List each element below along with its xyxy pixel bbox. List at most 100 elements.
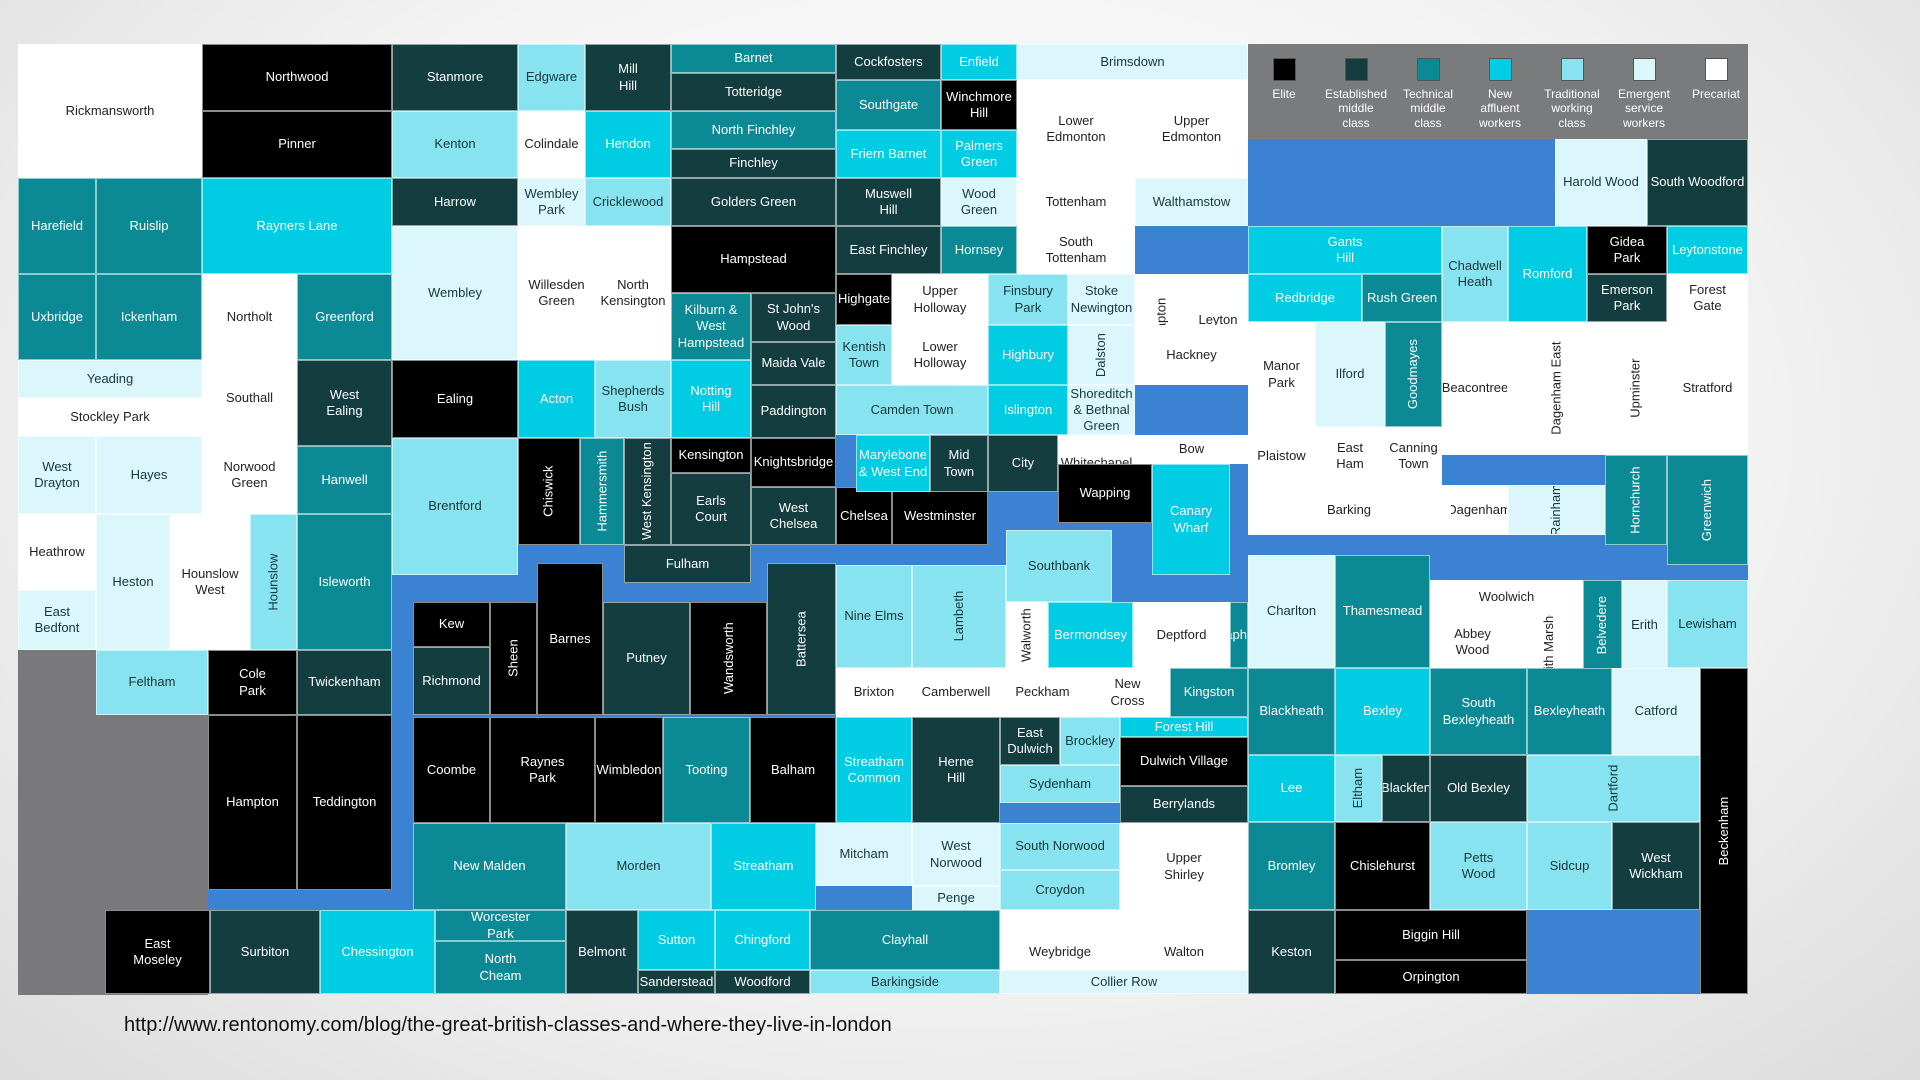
area-south-norwood[interactable]: South Norwood — [1000, 823, 1120, 870]
area-friern-barnet[interactable]: Friern Barnet — [836, 130, 941, 178]
area-norwood-green[interactable]: Norwood Green — [202, 436, 297, 514]
area-highgate[interactable]: Highgate — [836, 274, 892, 325]
area-sheen[interactable]: Sheen — [490, 602, 537, 715]
area-hampton[interactable]: Hampton — [208, 715, 297, 890]
area-heathrow[interactable]: Heathrow — [18, 514, 96, 590]
area-rickmansworth[interactable]: Rickmansworth — [18, 44, 202, 178]
area-southbank[interactable]: Southbank — [1006, 530, 1112, 602]
area-marylebone-west-end[interactable]: Marylebone & West End — [856, 435, 930, 492]
area-east-dulwich[interactable]: East Dulwich — [1000, 717, 1060, 765]
area-goodmayes[interactable]: Goodmayes — [1385, 322, 1442, 427]
area-east-moseley[interactable]: East Moseley — [105, 910, 210, 994]
area-blackheath[interactable]: Blackheath — [1248, 668, 1335, 755]
area-hounslow-west[interactable]: Hounslow West — [170, 514, 250, 650]
area-wood-green[interactable]: Wood Green — [941, 178, 1017, 226]
area-south-tottenham[interactable]: South Tottenham — [1017, 226, 1135, 274]
area-south-woodford[interactable]: South Woodford — [1647, 139, 1748, 226]
area-new-cross[interactable]: New Cross — [1085, 668, 1170, 717]
area-palmers-green[interactable]: Palmers Green — [941, 130, 1017, 178]
area-kensington[interactable]: Kensington — [671, 438, 751, 473]
area-notting-hill[interactable]: Notting Hill — [671, 360, 751, 438]
area-uxbridge[interactable]: Uxbridge — [18, 274, 96, 360]
area-rush-green[interactable]: Rush Green — [1362, 274, 1442, 322]
area-clayhall[interactable]: Clayhall — [810, 910, 1000, 970]
area-keston[interactable]: Keston — [1248, 910, 1335, 994]
area-hornsey[interactable]: Hornsey — [941, 226, 1017, 274]
area-lee[interactable]: Lee — [1248, 755, 1335, 822]
area-harold-wood[interactable]: Harold Wood — [1555, 139, 1647, 226]
area-leytonstone[interactable]: Leytonstone — [1667, 226, 1748, 274]
area-hampstead[interactable]: Hampstead — [671, 226, 836, 293]
area-lewisham[interactable]: Lewisham — [1667, 580, 1748, 668]
area-kew[interactable]: Kew — [413, 602, 490, 647]
area-battersea[interactable]: Battersea — [767, 563, 836, 715]
area-teddington[interactable]: Teddington — [297, 715, 392, 890]
area-barking[interactable]: Barking — [1248, 485, 1450, 535]
area-sutton[interactable]: Sutton — [638, 910, 715, 970]
area-west-norwood[interactable]: West Norwood — [912, 823, 1000, 886]
area-westminster[interactable]: Westminster — [892, 487, 988, 545]
area-upper-shirley[interactable]: Upper Shirley — [1120, 823, 1248, 910]
area-sanderstead[interactable]: Sanderstead — [638, 970, 715, 994]
area-ickenham[interactable]: Ickenham — [96, 274, 202, 360]
area-gidea-park[interactable]: Gidea Park — [1587, 226, 1667, 274]
area-tooting[interactable]: Tooting — [663, 717, 750, 823]
area-st-john-s-wood[interactable]: St John's Wood — [751, 293, 836, 342]
area-abbey-wood[interactable]: Abbey Wood — [1430, 614, 1515, 670]
area-hackney[interactable]: Hackney — [1135, 325, 1248, 385]
area-worcester-park[interactable]: Worcester Park — [435, 910, 566, 941]
area-thamesmead[interactable]: Thamesmead — [1335, 555, 1430, 668]
area-wembley[interactable]: Wembley — [392, 226, 518, 360]
area-streatham[interactable]: Streatham — [711, 823, 816, 910]
area-camberwell[interactable]: Camberwell — [912, 668, 1000, 717]
area-north-kensington[interactable]: North Kensington — [595, 226, 671, 360]
area-east-finchley[interactable]: East Finchley — [836, 226, 941, 274]
area-chessington[interactable]: Chessington — [320, 910, 435, 994]
area-kentish-town[interactable]: Kentish Town — [836, 325, 892, 385]
area-kenton[interactable]: Kenton — [392, 111, 518, 178]
area-finsbury-park[interactable]: Finsbury Park — [988, 274, 1068, 325]
area-fulham[interactable]: Fulham — [624, 545, 751, 583]
area-highbury[interactable]: Highbury — [988, 325, 1068, 385]
area-ilford[interactable]: Ilford — [1315, 322, 1385, 427]
area-croydon[interactable]: Croydon — [1000, 870, 1120, 910]
area-finchley[interactable]: Finchley — [671, 149, 836, 178]
area-cricklewood[interactable]: Cricklewood — [585, 178, 671, 226]
area-southall[interactable]: Southall — [202, 360, 297, 436]
area-brixton[interactable]: Brixton — [836, 668, 912, 717]
area-chadwell-heath[interactable]: Chadwell Heath — [1442, 226, 1508, 322]
area-orpington[interactable]: Orpington — [1335, 960, 1527, 994]
area-rayners-lane[interactable]: Rayners Lane — [202, 178, 392, 274]
area-charlton[interactable]: Charlton — [1248, 555, 1335, 668]
area-west-chelsea[interactable]: West Chelsea — [751, 487, 836, 545]
area-rainham[interactable]: Rainham — [1508, 485, 1605, 535]
area-berrylands[interactable]: Berrylands — [1120, 786, 1248, 823]
area-paddington[interactable]: Paddington — [751, 385, 836, 438]
area-northwood[interactable]: Northwood — [202, 44, 392, 111]
area-stoke-newington[interactable]: Stoke Newington — [1068, 274, 1135, 325]
area-dulwich-village[interactable]: Dulwich Village — [1120, 737, 1248, 786]
area-harrow[interactable]: Harrow — [392, 178, 518, 226]
area-northolt[interactable]: Northolt — [202, 274, 297, 360]
area-herne-hill[interactable]: Herne Hill — [912, 717, 1000, 823]
area-brimsdown[interactable]: Brimsdown — [1017, 44, 1248, 80]
area-beckenham[interactable]: Beckenham — [1700, 668, 1748, 994]
source-url[interactable]: http://www.rentonomy.com/blog/the-great-… — [124, 1014, 892, 1036]
area-stratford[interactable]: Stratford — [1667, 322, 1748, 455]
area-blackfen[interactable]: Blackfen — [1382, 755, 1430, 822]
area-eltham[interactable]: Eltham — [1335, 755, 1382, 822]
area-shoreditch-bethnal-green[interactable]: Shoreditch & Bethnal Green — [1068, 385, 1135, 435]
area-bexley[interactable]: Bexley — [1335, 668, 1430, 755]
area-mid-town[interactable]: Mid Town — [930, 435, 988, 492]
area-erith[interactable]: Erith — [1622, 580, 1667, 670]
area-golders-green[interactable]: Golders Green — [671, 178, 836, 226]
area-willesden-green[interactable]: Willesden Green — [518, 226, 595, 360]
area-twickenham[interactable]: Twickenham — [297, 650, 392, 715]
area-sydenham[interactable]: Sydenham — [1000, 765, 1120, 803]
area-brockley[interactable]: Brockley — [1060, 717, 1120, 765]
area-totteridge[interactable]: Totteridge — [671, 73, 836, 111]
area-stockley-park[interactable]: Stockley Park — [18, 398, 202, 436]
area-manor-park[interactable]: Manor Park — [1248, 322, 1315, 427]
area-dagenham-east[interactable]: Dagenham East — [1508, 322, 1605, 455]
area-nine-elms[interactable]: Nine Elms — [836, 565, 912, 668]
